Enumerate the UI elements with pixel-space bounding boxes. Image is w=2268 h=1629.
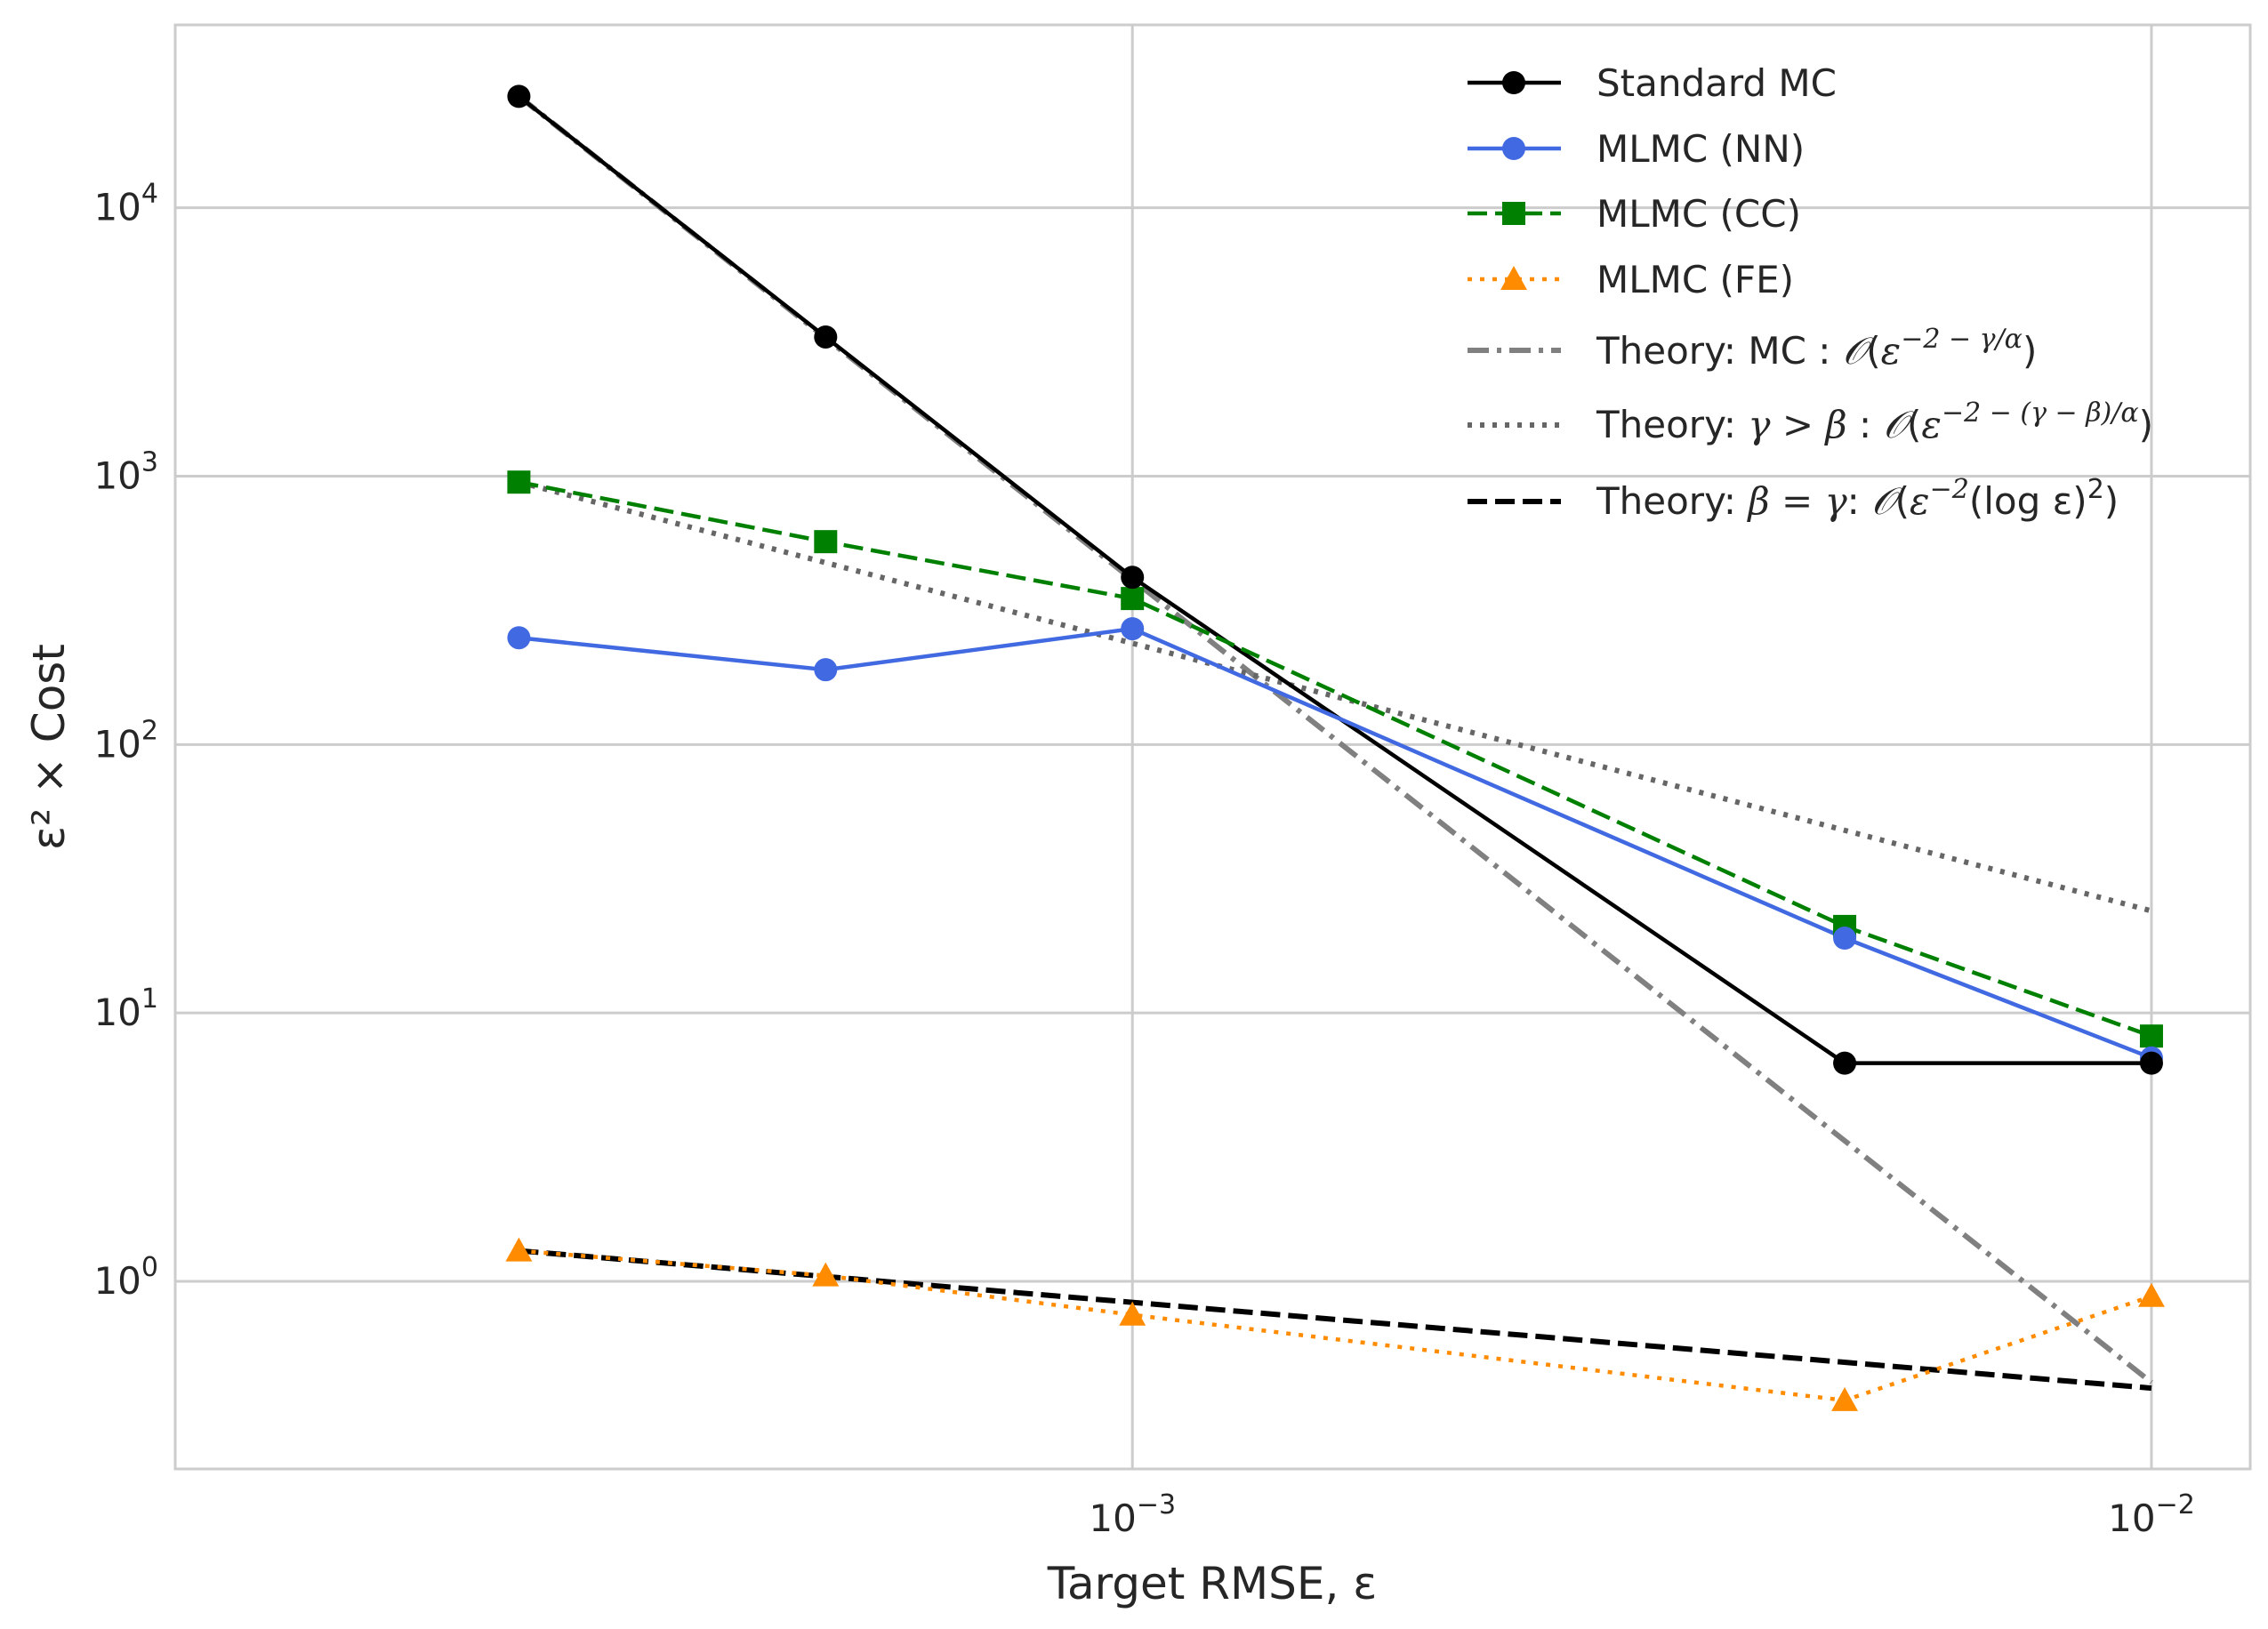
data-point-standard-mc — [2139, 1051, 2163, 1075]
data-point-mlmc-fe — [2138, 1282, 2165, 1307]
data-point-standard-mc — [814, 325, 838, 349]
y-tick-label: 102 — [93, 715, 158, 766]
y-tick-label: 104 — [93, 179, 158, 229]
y-tick-label: 103 — [93, 446, 158, 497]
data-point-mlmc-cc — [1121, 587, 1145, 611]
x-tick-label: 10−3 — [1089, 1489, 1176, 1540]
data-point-mlmc-fe — [505, 1237, 533, 1262]
y-axis-ticks: 100 101 102 103 104 — [93, 179, 158, 1303]
legend-marker-mlmc-fe — [1500, 266, 1527, 290]
plot-area — [173, 23, 2252, 1471]
series-markers — [505, 84, 2165, 1411]
legend-label-mlmc-fe: MLMC (FE) — [1596, 258, 1794, 301]
y-axis-label: ε² × Cost — [23, 644, 75, 850]
y-tick-label: 101 — [93, 983, 158, 1034]
legend-label-mlmc-nn: MLMC (NN) — [1596, 127, 1805, 171]
x-axis-ticks: 10−3 10−2 — [1089, 1489, 2194, 1540]
data-point-standard-mc — [1833, 1051, 1857, 1075]
data-point-mlmc-cc — [2139, 1024, 2163, 1048]
legend-marker-standard-mc — [1502, 71, 1525, 94]
legend-handles — [1468, 71, 1561, 504]
data-point-mlmc-fe — [812, 1262, 840, 1287]
x-axis-label: Target RMSE, ε — [1047, 1558, 1378, 1609]
legend-label-standard-mc: Standard MC — [1596, 61, 1837, 105]
data-point-mlmc-fe — [1831, 1386, 1859, 1411]
series-line-theory-2-log — [519, 1248, 2152, 1392]
legend-label-theory-mc: Theory: MC : 𝒪(ε−2 − γ/α) — [1596, 324, 2037, 373]
data-point-standard-mc — [1121, 566, 1145, 590]
data-point-mlmc-fe — [1119, 1301, 1146, 1326]
legend-label-theory-beta-gamma: Theory: β = γ: 𝒪(ε−2(log ε)2) — [1596, 474, 2119, 523]
y-tick-label: 100 — [93, 1252, 158, 1303]
data-point-mlmc-cc — [814, 530, 838, 554]
legend-marker-mlmc-cc — [1502, 202, 1525, 225]
legend-marker-mlmc-nn — [1502, 137, 1525, 160]
data-point-mlmc-nn — [1833, 927, 1857, 951]
data-point-mlmc-cc — [507, 470, 531, 494]
data-point-standard-mc — [507, 84, 531, 108]
data-point-mlmc-nn — [507, 626, 531, 650]
data-point-mlmc-nn — [814, 658, 838, 682]
data-point-mlmc-nn — [1121, 617, 1145, 641]
legend-label-theory-gamma-beta: Theory: γ > β : 𝒪(ε−2 − (γ − β)/α) — [1596, 397, 2153, 446]
x-tick-label: 10−2 — [2108, 1489, 2195, 1540]
legend: Standard MC MLMC (NN) MLMC (CC) MLMC (FE… — [1468, 61, 2153, 523]
legend-label-mlmc-cc: MLMC (CC) — [1596, 192, 1801, 236]
